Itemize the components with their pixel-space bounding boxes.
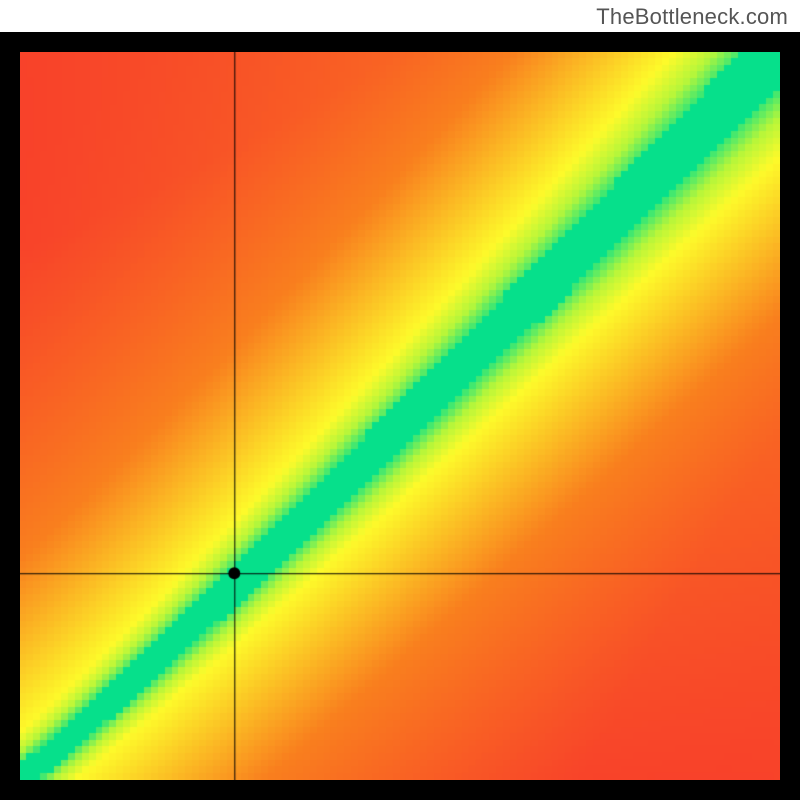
outer-black-frame <box>0 32 800 800</box>
page-root: TheBottleneck.com <box>0 0 800 800</box>
heatmap-canvas <box>20 52 780 780</box>
heatmap-plot-area <box>20 52 780 780</box>
watermark-text: TheBottleneck.com <box>596 4 788 30</box>
